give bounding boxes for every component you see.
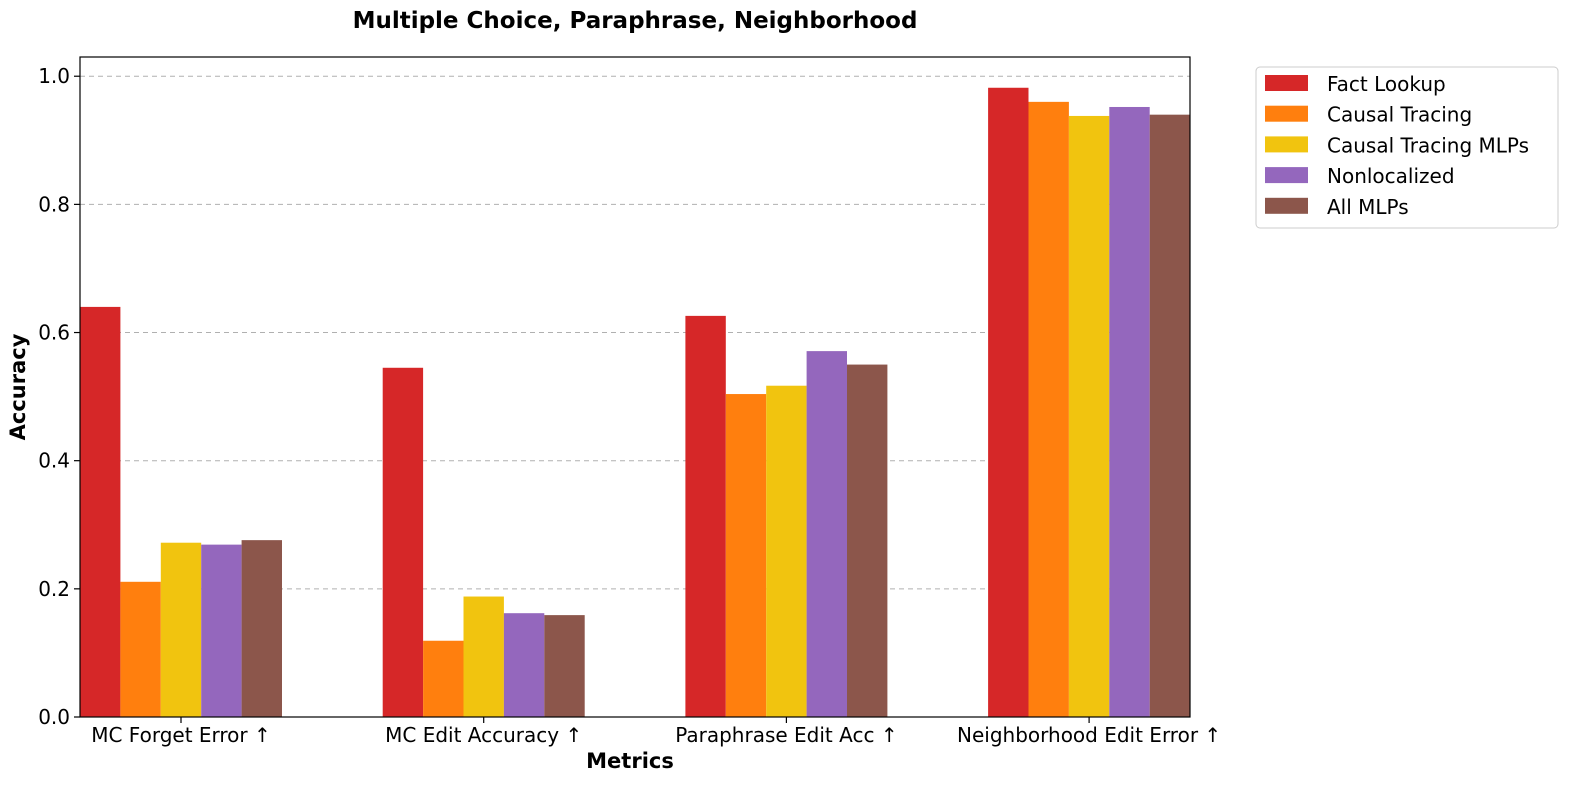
bar-fact-lookup xyxy=(685,315,726,717)
legend-swatch xyxy=(1265,136,1308,153)
legend-swatch xyxy=(1265,197,1308,214)
bar-causal-tracing xyxy=(725,394,767,717)
bar-causal-tracing xyxy=(423,640,464,717)
bar-causal-tracing-mlps xyxy=(1068,115,1110,717)
y-tick-label: 0.4 xyxy=(38,449,70,473)
y-axis-label: Accuracy xyxy=(6,333,30,440)
bar-causal-tracing-mlps xyxy=(463,596,504,717)
legend-label: All MLPs xyxy=(1327,195,1409,219)
y-tick-label: 0.0 xyxy=(38,705,70,729)
bar-causal-tracing xyxy=(120,581,161,717)
x-tick-label: MC Forget Error ↑ xyxy=(91,723,271,747)
bar-nonlocalized xyxy=(503,613,545,717)
bars xyxy=(80,87,1191,718)
bar-nonlocalized xyxy=(201,544,242,717)
y-tick-label: 1.0 xyxy=(38,64,70,88)
x-tick-label: Neighborhood Edit Error ↑ xyxy=(957,723,1221,747)
x-tick-label: MC Edit Accuracy ↑ xyxy=(385,723,582,747)
bar-all-mlps xyxy=(544,615,585,717)
legend-label: Causal Tracing xyxy=(1327,103,1472,127)
x-tick-label: Paraphrase Edit Acc ↑ xyxy=(675,723,897,747)
bar-fact-lookup xyxy=(988,87,1029,718)
bar-nonlocalized xyxy=(806,351,847,717)
legend-label: Fact Lookup xyxy=(1327,72,1446,96)
y-axis-ticks: 0.0 0.2 0.4 0.6 0.8 1.0 xyxy=(38,64,80,729)
bar-all-mlps xyxy=(241,540,282,717)
legend-swatch xyxy=(1265,75,1308,91)
legend: Fact Lookup Causal Tracing Causal Tracing … xyxy=(1255,66,1559,229)
bar-all-mlps xyxy=(1149,114,1191,717)
legend-box xyxy=(1255,66,1559,229)
x-axis-ticks: MC Forget Error ↑ MC Edit Accuracy ↑ Parap… xyxy=(91,717,1221,747)
y-tick-label: 0.8 xyxy=(38,192,70,216)
y-tick-label: 0.6 xyxy=(38,321,70,345)
plot-frame xyxy=(79,56,1191,718)
legend-swatch xyxy=(1265,105,1308,122)
chart-title: Multiple Choice, Paraphrase, Neighborhoo… xyxy=(353,8,918,34)
x-axis-label: Metrics xyxy=(586,749,674,773)
bar-causal-tracing xyxy=(1028,101,1069,717)
bar-fact-lookup xyxy=(382,367,424,717)
legend-label: Causal Tracing MLPs xyxy=(1327,133,1529,157)
legend-label: Nonlocalized xyxy=(1327,164,1455,188)
bar-all-mlps xyxy=(847,364,888,717)
legend-swatch xyxy=(1265,167,1308,184)
y-tick-label: 0.2 xyxy=(38,577,70,601)
bar-causal-tracing-mlps xyxy=(766,385,807,717)
bar-nonlocalized xyxy=(1109,106,1150,717)
bar-fact-lookup xyxy=(80,306,121,717)
bar-causal-tracing-mlps xyxy=(160,542,202,717)
